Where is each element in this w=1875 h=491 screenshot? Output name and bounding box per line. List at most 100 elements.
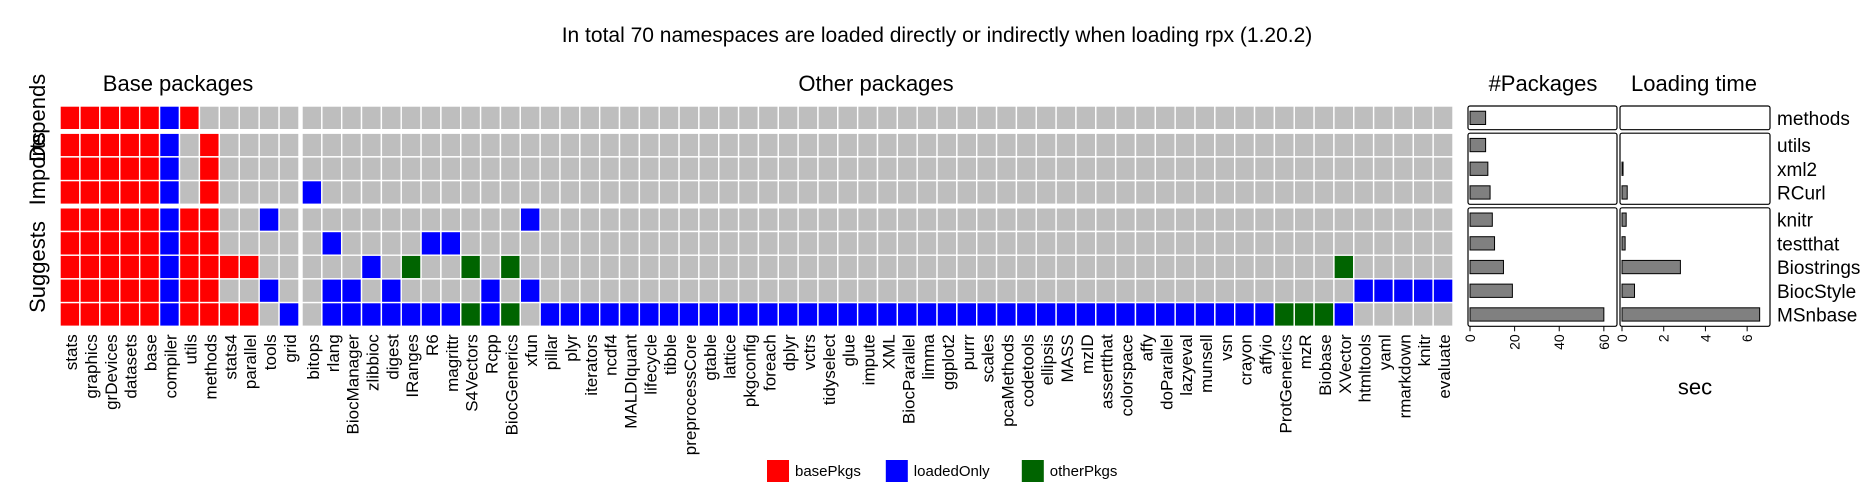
cell-rcurl-limma: [916, 179, 938, 206]
cell-biocstyle-doparallel: [1154, 278, 1176, 304]
cell-xml2-methods: [198, 156, 221, 182]
xlabel-munsell: munsell: [1197, 334, 1216, 393]
loadingtime-frame-depends: [1619, 105, 1771, 131]
cell-rcurl-datasets: [119, 179, 141, 206]
cell-rcurl-biobase: [1313, 179, 1335, 206]
cell-knitr-stats4: [218, 207, 240, 233]
loadingtime-xlabel: sec: [1678, 374, 1712, 399]
cell-biocstyle-evaluate: [1432, 278, 1454, 304]
npackages-bar-rcurl: [1469, 185, 1491, 200]
cell-msnbase-codetools: [1015, 301, 1037, 328]
cell-biocstyle-rcpp: [479, 278, 502, 304]
cell-msnbase-affyio: [1253, 301, 1276, 328]
cell-knitr-compiler: [158, 207, 181, 233]
cell-biocstyle-dplyr: [777, 278, 799, 304]
cell-testthat-magrittr: [440, 230, 462, 256]
cell-testthat-parallel: [238, 230, 260, 256]
cell-msnbase-knitr: [1412, 301, 1434, 328]
cell-msnbase-compiler: [158, 301, 181, 328]
cell-msnbase-colorspace: [1114, 301, 1137, 328]
cell-testthat-zlibbioc: [360, 230, 383, 256]
cell-msnbase-xml: [876, 301, 899, 328]
cell-xml2-mzr: [1293, 156, 1315, 182]
cell-biocstyle-xfun: [519, 278, 541, 304]
cell-knitr-mzr: [1293, 207, 1315, 233]
cell-utils-ncdf4: [598, 132, 621, 158]
cell-biocstyle-preprocesscore: [678, 278, 700, 304]
cell-xml2-xml: [876, 156, 899, 182]
cell-msnbase-mzid: [1075, 301, 1097, 328]
cell-biocstyle-biocparallel: [896, 278, 918, 304]
cell-utils-biocmanager: [340, 132, 363, 158]
cell-msnbase-protgenerics: [1273, 301, 1295, 328]
xlabel-tools: tools: [261, 334, 280, 370]
cell-msnbase-zlibbioc: [360, 301, 383, 328]
cell-biocstyle-assertthat: [1095, 278, 1117, 304]
cell-knitr-magrittr: [440, 207, 462, 233]
cell-biostrings-bitops: [301, 254, 323, 280]
cell-rcurl-xfun: [519, 179, 541, 206]
cell-utils-vctrs: [797, 132, 819, 158]
cell-knitr-utils: [178, 207, 201, 233]
cell-biocstyle-biocgenerics: [499, 278, 521, 304]
cell-utils-grid: [278, 132, 300, 158]
cell-testthat-lazyeval: [1174, 230, 1196, 256]
cell-xml2-pcamethods: [995, 156, 1018, 182]
cell-biostrings-biobase: [1313, 254, 1335, 280]
cell-utils-graphics: [79, 132, 101, 158]
xlabel-mass: MASS: [1058, 334, 1077, 382]
cell-utils-tidyselect: [817, 132, 839, 158]
cell-xml2-xvector: [1333, 156, 1355, 182]
cell-utils-biocgenerics: [499, 132, 521, 158]
cell-rcurl-r6: [420, 179, 442, 206]
cell-xml2-grdevices: [99, 156, 121, 182]
cell-knitr-rmarkdown: [1392, 207, 1415, 233]
xlabel-parallel: parallel: [241, 334, 260, 389]
cell-biocstyle-grdevices: [99, 278, 121, 304]
loadingtime-bar-biocstyle: [1621, 283, 1636, 298]
cell-knitr-yaml: [1372, 207, 1395, 233]
cell-testthat-tools: [258, 230, 280, 256]
xlabel-vctrs: vctrs: [800, 334, 819, 370]
cell-biocstyle-compiler: [158, 278, 181, 304]
cell-testthat-vctrs: [797, 230, 819, 256]
cell-testthat-glue: [837, 230, 859, 256]
cell-xml2-graphics: [79, 156, 101, 182]
cell-msnbase-evaluate: [1432, 301, 1454, 328]
cell-biocstyle-ncdf4: [598, 278, 621, 304]
cell-utils-tibble: [658, 132, 680, 158]
cell-biocstyle-foreach: [757, 278, 779, 304]
cell-methods-pkgconfig: [737, 105, 760, 131]
xlabel-pcamethods: pcaMethods: [998, 334, 1017, 427]
cell-biocstyle-tidyselect: [817, 278, 839, 304]
cell-rcurl-codetools: [1015, 179, 1037, 206]
loadingtime-bar-msnbase: [1621, 307, 1761, 322]
npackages-bar-knitr: [1469, 212, 1493, 227]
cell-msnbase-stats: [59, 301, 81, 328]
cell-methods-iranges: [400, 105, 422, 131]
other-panel-title: Other packages: [798, 71, 953, 96]
loadingtime-bar-xml2: [1621, 161, 1624, 176]
cell-knitr-iranges: [400, 207, 422, 233]
loadingtime-frame-suggests: [1619, 207, 1771, 327]
cell-msnbase-plyr: [559, 301, 581, 328]
cell-methods-mass: [1055, 105, 1077, 131]
cell-xml2-affy: [1134, 156, 1157, 182]
cell-testthat-affyio: [1253, 230, 1276, 256]
cell-methods-assertthat: [1095, 105, 1117, 131]
cell-testthat-base: [138, 230, 161, 256]
cell-knitr-rlang: [321, 207, 343, 233]
npackages-bar-methods: [1469, 110, 1487, 125]
cell-biostrings-doparallel: [1154, 254, 1176, 280]
xlabel-grid: grid: [281, 334, 300, 362]
xlabel-crayon: crayon: [1237, 334, 1256, 385]
cell-methods-digest: [380, 105, 402, 131]
cell-utils-pkgconfig: [737, 132, 760, 158]
cell-testthat-xfun: [519, 230, 541, 256]
cell-knitr-ggplot2: [936, 207, 958, 233]
cell-testthat-iranges: [400, 230, 422, 256]
cell-rcurl-mzr: [1293, 179, 1315, 206]
cell-methods-grdevices: [99, 105, 121, 131]
cell-biocstyle-vctrs: [797, 278, 819, 304]
cell-rcurl-protgenerics: [1273, 179, 1295, 206]
